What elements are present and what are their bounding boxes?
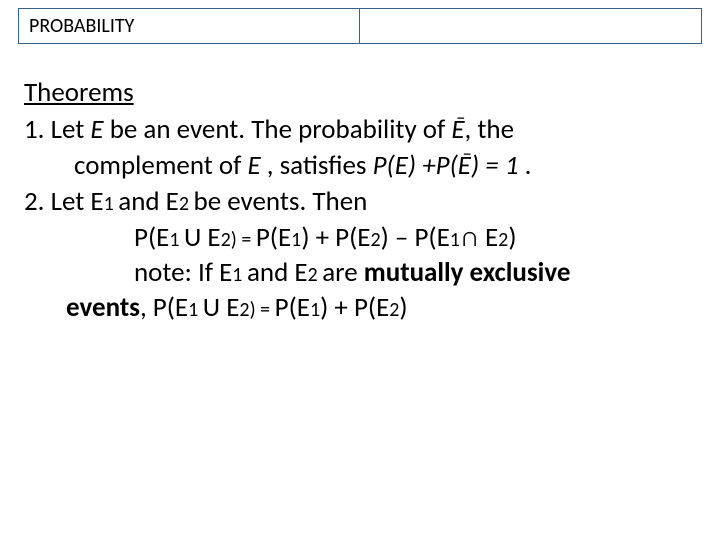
header-title: PROBABILITY [19,9,360,43]
text: ) – P(E [381,221,450,254]
content-area: Theorems 1. Let E be an event. The proba… [18,76,702,326]
text: ) [399,291,407,324]
section-title: Theorems [24,76,696,109]
theorem-2-line-1: 2. Let E1 and E2 be events. Then [24,185,696,219]
subscript: 2 [370,228,380,252]
text: are [322,256,364,289]
var-E: E [247,149,260,182]
var-E: E [90,113,103,146]
text: Let E [45,185,104,218]
bold-text: events [66,291,140,324]
eq: ) = [231,228,256,252]
text: . [519,149,532,182]
var-E-bar: Ē [451,113,464,146]
text: , the [465,113,515,146]
text: be an event. The probability of [104,113,452,146]
eq: ) = [250,298,275,322]
text: P(E [256,221,291,254]
subscript: 2 [308,263,323,287]
text: P(E [275,291,310,324]
text: P(E [134,221,169,254]
text: be events. Then [194,185,368,218]
text: and E [247,256,308,289]
subscript: 1 [169,228,184,252]
theorem-1-num: 1. [24,113,45,146]
theorem-1-line-1: 1. Let E be an event. The probability of… [24,113,696,147]
header-box: PROBABILITY [18,8,702,44]
formula: P(E) +P(Ē) = 1 [373,149,519,182]
subscript: 1 [104,192,119,216]
text: ) [508,221,516,254]
subscript: 1 [450,228,460,252]
text: Let [51,113,91,146]
text: ) + P(E [320,291,389,324]
text: U E [203,291,240,324]
subscript: 1 [232,263,247,287]
subscript: 2 [389,298,399,322]
theorem-2-num: 2. [24,185,45,218]
text: note: If E [134,256,232,289]
subscript: 2 [179,192,194,216]
theorem-2-formula: P(E1 U E2) = P(E1) + P(E2) – P(E1∩ E2) [24,220,696,255]
text: , P(E [140,291,188,324]
theorem-2-note-line-2: events, P(E1 U E2) = P(E1) + P(E2) [24,290,696,325]
theorem-2-note-line-1: note: If E1 and E2 are mutually exclusiv… [24,255,696,290]
header-right-empty [360,9,701,43]
subscript: 2 [239,298,249,322]
text: , satisfies [261,149,373,182]
theorem-1-line-2: complement of E , satisfies P(E) +P(Ē) =… [24,149,696,183]
bold-text: mutually exclusive [364,256,571,289]
subscript: 2 [498,228,508,252]
subscript: 1 [291,228,301,252]
text: and E [118,185,179,218]
subscript: 2 [221,228,231,252]
subscript: 1 [188,298,203,322]
text: complement of [74,149,247,182]
subscript: 1 [310,298,320,322]
text: ∩ E [460,221,498,254]
text: ) + P(E [301,221,370,254]
text: U E [184,221,221,254]
